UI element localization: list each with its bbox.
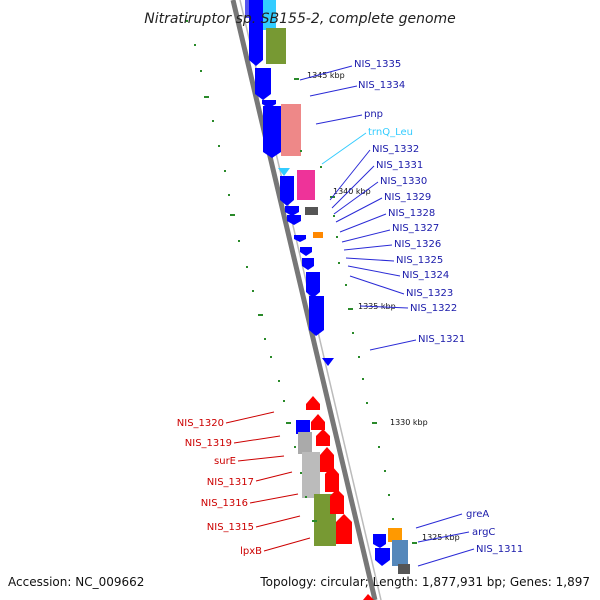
gene-label: NIS_1331 [376,160,423,171]
gene-label: greA [466,509,489,520]
topology-text: Topology: circular; Length: 1,877,931 bp… [259,575,590,589]
feature-tracks [245,0,410,574]
accession-text: Accession: NC_009662 [8,575,144,589]
gene-label: NIS_1335 [354,59,401,70]
forward-leaders [299,65,475,567]
forward-labels: NIS_1335 NIS_1334 pnp trnQ_Leu NIS_1332 … [354,59,523,555]
gene-label: NIS_1329 [384,192,431,203]
gene-label: NIS_1324 [402,270,449,281]
scale-dots [186,20,417,544]
gene-label: NIS_1330 [380,176,427,187]
gene-label: pnp [364,109,383,120]
gene-label: lpxB [240,546,262,557]
gene-label: NIS_1315 [207,522,254,533]
forward-gene-arrows [249,0,390,566]
gene-label: NIS_1325 [396,255,443,266]
gene-label: NIS_1321 [418,334,465,345]
gene-label: NIS_1311 [476,544,523,555]
gene-label: NIS_1323 [406,288,453,299]
gene-label-trna: trnQ_Leu [368,127,413,138]
gene-label: argC [472,527,495,538]
reverse-gene-arrows [306,396,374,600]
scale-label: 1330 kbp [390,418,428,427]
gene-label: NIS_1334 [358,80,405,91]
gene-label: NIS_1320 [177,418,224,429]
gene-label: NIS_1328 [388,208,435,219]
gene-label: NIS_1316 [201,498,248,509]
map-title: Nitratiruptor sp. SB155-2, complete geno… [144,11,456,27]
gene-label: NIS_1326 [394,239,441,250]
trna-arrow [278,168,290,176]
gene-label: NIS_1317 [207,477,254,488]
gene-label: surE [214,456,236,467]
gene-label: NIS_1332 [372,144,419,155]
trna-leader [321,132,367,165]
scale-label: 1345 kbp [307,71,345,80]
gene-label: NIS_1327 [392,223,439,234]
gene-label: NIS_1322 [410,303,457,314]
reverse-labels: NIS_1320 NIS_1319 surE NIS_1317 NIS_1316… [177,418,262,557]
genome-backbone [230,0,378,600]
gene-label: NIS_1319 [185,438,232,449]
reverse-leaders [225,411,311,552]
scale-label: 1340 kbp [333,187,371,196]
